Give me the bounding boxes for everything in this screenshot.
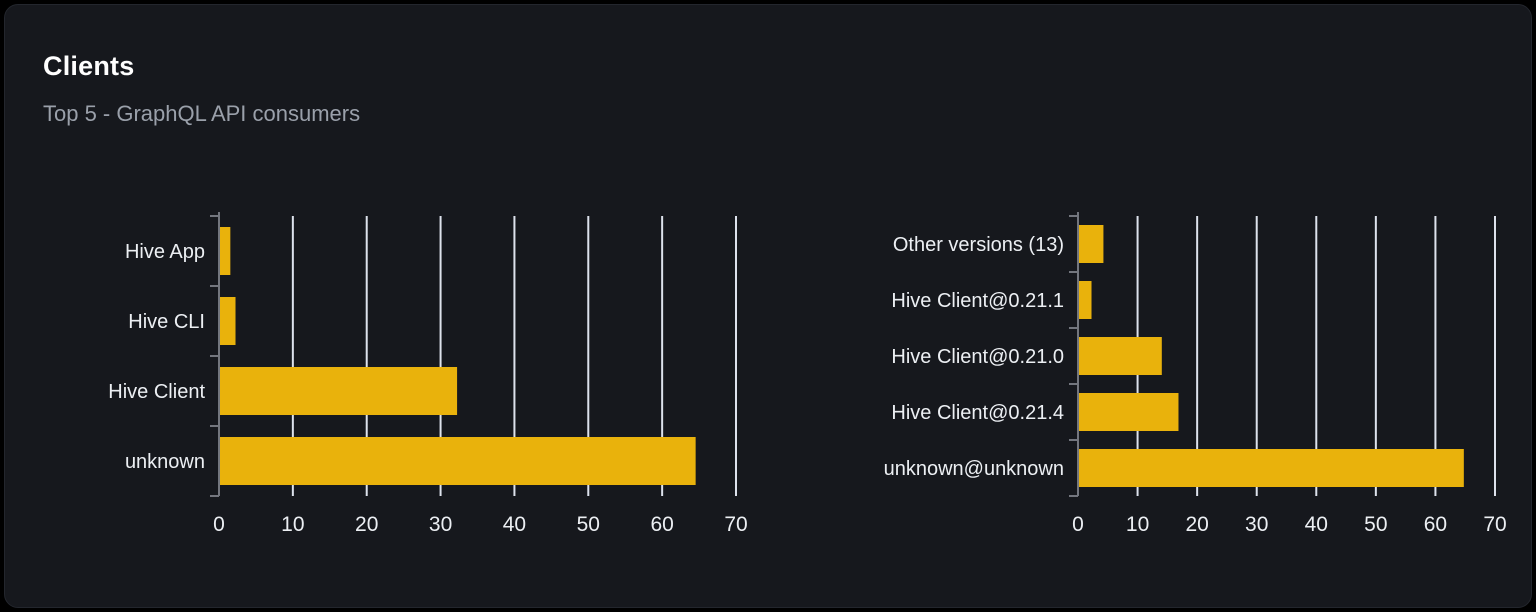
x-tick-label: 20	[1185, 513, 1208, 536]
x-tick-label: 50	[1364, 513, 1387, 536]
x-tick-label: 10	[1126, 513, 1149, 536]
bar-hive-client[interactable]	[220, 367, 458, 415]
bar-hive-client-0-21-4[interactable]	[1079, 393, 1179, 431]
category-label: Hive CLI	[128, 311, 205, 333]
bar-unknown[interactable]	[220, 437, 696, 485]
x-tick-label: 50	[577, 513, 600, 536]
bar-hive-client-0-21-0[interactable]	[1079, 337, 1162, 375]
x-tick-label: 40	[503, 513, 526, 536]
panel-subtitle: Top 5 - GraphQL API consumers	[43, 101, 361, 126]
x-tick-label: 70	[1483, 513, 1506, 536]
bar-hive-client-0-21-1[interactable]	[1079, 281, 1092, 319]
clients-by-version-chart-svg: Other versions (13) Hive Client@0.21.1 Hiv…	[884, 212, 1507, 536]
category-label: Hive Client@0.21.1	[891, 290, 1064, 312]
x-tick-label: 30	[1245, 513, 1268, 536]
x-tick-label: 30	[429, 513, 452, 536]
x-tick-label: 70	[724, 513, 747, 536]
x-tick-label: 0	[213, 513, 225, 536]
panel-title: Clients	[43, 51, 135, 81]
category-label: Other versions (13)	[893, 234, 1064, 256]
bar-hive-cli[interactable]	[220, 297, 236, 345]
bar-unknown-unknown[interactable]	[1079, 449, 1464, 487]
bar-hive-app[interactable]	[220, 227, 231, 275]
clients-by-version-chart: Other versions (13) Hive Client@0.21.1 Hiv…	[825, 205, 1536, 555]
clients-by-name-chart-svg: Hive App Hive CLI Hive Client unknown 0 10 20 3…	[108, 212, 748, 536]
x-tick-label: 0	[1072, 513, 1084, 536]
x-tick-label: 10	[281, 513, 304, 536]
x-tick-label: 40	[1305, 513, 1328, 536]
x-tick-label: 60	[1424, 513, 1447, 536]
category-label: Hive Client@0.21.0	[891, 346, 1064, 368]
clients-by-name-chart: Hive App Hive CLI Hive Client unknown 0 10 20 3…	[45, 205, 767, 555]
category-label: Hive Client	[108, 381, 205, 403]
category-label: unknown@unknown	[884, 458, 1064, 480]
category-label: Hive App	[125, 241, 205, 263]
category-label: unknown	[125, 451, 205, 473]
bar-other-versions-13-[interactable]	[1079, 225, 1104, 263]
clients-panel: Clients Top 5 - GraphQL API consumers Hi…	[4, 4, 1532, 608]
x-tick-label: 60	[650, 513, 673, 536]
x-tick-label: 20	[355, 513, 378, 536]
category-label: Hive Client@0.21.4	[891, 402, 1064, 424]
